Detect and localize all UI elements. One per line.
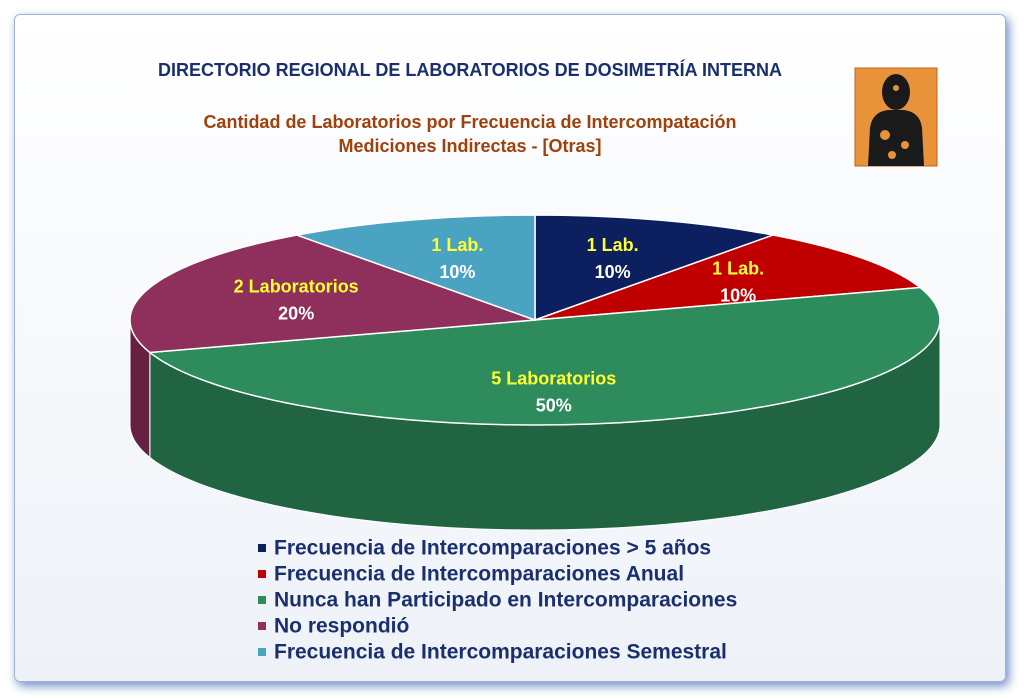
legend-swatch [258, 622, 266, 630]
data-label-percent: 50% [536, 396, 572, 416]
legend-swatch [258, 544, 266, 552]
logo-icon [854, 67, 938, 167]
data-label-count: 5 Laboratorios [491, 369, 616, 389]
chart-title: DIRECTORIO REGIONAL DE LABORATORIOS DE D… [157, 60, 783, 80]
data-label-count: 1 Lab. [587, 235, 639, 255]
legend-label: Nunca han Participado en Intercomparacio… [274, 589, 737, 612]
chart-subtitle: Cantidad de Laboratorios por Frecuencia … [203, 112, 737, 132]
pie-slice [129, 234, 536, 354]
data-label-percent: 10% [595, 262, 631, 282]
legend-label: Frecuencia de Intercomparaciones Semestr… [274, 641, 727, 664]
data-label-count: 2 Laboratorios [234, 277, 359, 297]
pie-slice [147, 286, 941, 426]
pie-slice [534, 234, 923, 321]
legend-label: No respondió [274, 615, 409, 638]
chart-subtitle: Mediciones Indirectas - [Otras] [338, 136, 602, 156]
data-label-count: 1 Lab. [712, 258, 764, 278]
legend-label: Frecuencia de Intercomparaciones Anual [274, 563, 684, 586]
pie-slice [294, 214, 536, 322]
pie-slice [534, 214, 776, 322]
data-label-percent: 10% [439, 262, 475, 282]
legend-swatch [258, 648, 266, 656]
data-label-percent: 20% [278, 304, 314, 324]
legend-label: Frecuencia de Intercomparaciones > 5 año… [274, 537, 711, 560]
legend-swatch [258, 570, 266, 578]
legend-swatch [258, 596, 266, 604]
data-label-count: 1 Lab. [431, 235, 483, 255]
data-label-percent: 10% [720, 285, 756, 305]
